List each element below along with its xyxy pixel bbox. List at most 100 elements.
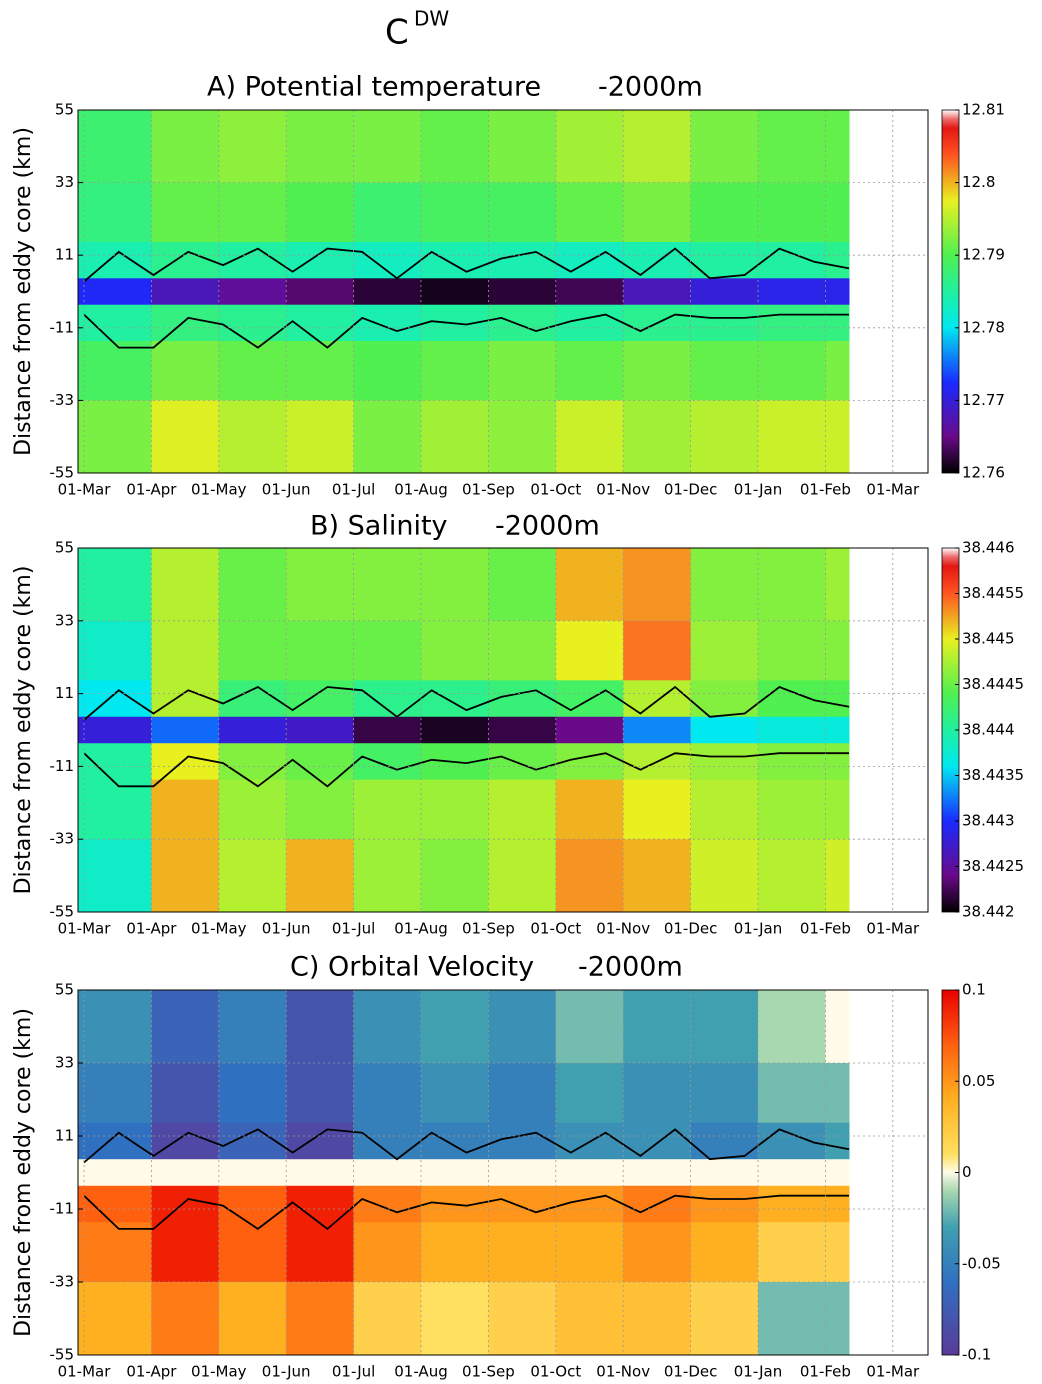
heatmap-cell (218, 400, 287, 473)
heatmap-cell (825, 548, 850, 622)
heatmap-cell (218, 304, 287, 342)
x-tick-label: 01-Jul (332, 1363, 375, 1381)
colorbar-tick-label: 12.8 (962, 173, 995, 191)
heatmap-cell (151, 743, 220, 781)
heatmap-cell (218, 743, 287, 781)
heatmap-cell (555, 1282, 624, 1355)
heatmap-cell (78, 1063, 152, 1124)
x-tick-label: 01-Feb (800, 1363, 851, 1381)
heatmap-cell (825, 1222, 850, 1283)
heatmap-cell (421, 182, 489, 243)
heatmap-cell (78, 341, 152, 401)
heatmap-cell (488, 1063, 557, 1124)
heatmap-cell (286, 680, 355, 718)
heatmap-cell (151, 548, 220, 622)
heatmap-cell (488, 1185, 557, 1223)
heatmap-cell (286, 548, 355, 622)
heatmap-cell (825, 743, 850, 781)
heatmap-cell (151, 341, 220, 401)
heatmap-cell (353, 1122, 422, 1160)
heatmap-cell (78, 779, 152, 840)
heatmap-cell (151, 110, 220, 184)
heatmap-cell (421, 110, 489, 184)
heatmap-cell (218, 110, 287, 184)
heatmap-cell (825, 1282, 850, 1355)
heatmap-cell (758, 242, 826, 279)
eddy-boundary (83, 1194, 849, 1231)
heatmap-cell (690, 779, 759, 840)
colorbar-tick-label: 38.4425 (962, 857, 1024, 875)
heatmap-cell (421, 548, 489, 622)
y-tick-label: -55 (50, 903, 75, 921)
heatmap-cell (218, 716, 287, 744)
heatmap-cell (353, 1063, 422, 1124)
x-tick-label: 01-Aug (394, 481, 447, 499)
heatmap-cell (690, 110, 759, 184)
heatmap-cell (218, 1222, 287, 1283)
heatmap-cell (353, 716, 422, 744)
heatmap-cell (421, 1063, 489, 1124)
heatmap-cell (286, 341, 355, 401)
y-axis-label: Distance from eddy core (km) (11, 1008, 36, 1337)
heatmap-cell (353, 341, 422, 401)
heatmap-cell (690, 1282, 759, 1355)
heatmap-cell (151, 182, 220, 243)
panel-depth: -2000m (598, 72, 703, 103)
heatmap-cell (286, 1282, 355, 1355)
heatmap-cell (218, 548, 287, 622)
x-tick-label: 01-Jun (262, 1363, 311, 1381)
heatmap-cell (78, 304, 152, 342)
heatmap-cell (825, 242, 850, 279)
heatmap-cell (421, 341, 489, 401)
heatmap-cell (421, 242, 489, 279)
heatmap-cell (353, 1185, 422, 1223)
x-tick-label: 01-Apr (126, 920, 177, 938)
heatmap-cell (151, 400, 220, 473)
y-axis-label: Distance from eddy core (km) (11, 127, 36, 456)
panel-depth: -2000m (578, 952, 683, 983)
colorbar-tick-label: 38.446 (962, 539, 1015, 557)
x-tick-label: 01-Nov (596, 1363, 650, 1381)
colorbar-tick-label: 38.444 (962, 721, 1015, 739)
heatmap-cell (758, 341, 826, 401)
heatmap-cell (151, 620, 220, 681)
heatmap-cell (286, 1063, 355, 1124)
heatmap-cell (623, 182, 692, 243)
heatmap-cell (78, 839, 152, 912)
heatmap-cell (825, 716, 850, 744)
heatmap-cell (151, 304, 220, 342)
figure-superscript: DW (414, 7, 449, 31)
heatmap-cell (151, 1159, 220, 1187)
heatmap-cell (825, 182, 850, 243)
heatmap-cell (78, 400, 152, 473)
heatmap-cell (690, 1185, 759, 1223)
heatmap-cell (758, 1222, 826, 1283)
heatmap-cell (690, 341, 759, 401)
heatmap-cell (555, 1222, 624, 1283)
heatmap-cell (825, 304, 850, 342)
eddy-boundary (83, 1128, 850, 1164)
heatmap-cell (690, 620, 759, 681)
heatmap-cell (758, 680, 826, 718)
colorbar-tick-label: 38.4435 (962, 766, 1024, 784)
colorbar-tick-label: 12.78 (962, 318, 1005, 336)
colorbar-tick-label: 0.1 (962, 981, 986, 999)
heatmap-cell (488, 1282, 557, 1355)
heatmap-cell (623, 548, 692, 622)
heatmap-cell (286, 400, 355, 473)
x-tick-label: 01-Oct (530, 920, 581, 938)
x-tick-label: 01-Mar (58, 1363, 112, 1381)
heatmap-cell (353, 278, 422, 306)
x-tick-label: 01-Jan (734, 481, 782, 499)
heatmap-cell (353, 990, 422, 1064)
heatmap-cell (555, 990, 624, 1064)
heatmap (78, 548, 850, 912)
heatmap-cell (421, 839, 489, 912)
y-tick-label: -11 (50, 757, 75, 775)
heatmap-cell (488, 304, 557, 342)
heatmap-cell (286, 620, 355, 681)
heatmap-cell (421, 1282, 489, 1355)
heatmap-cell (758, 182, 826, 243)
heatmap-cell (825, 779, 850, 840)
heatmap-cell (78, 548, 152, 622)
